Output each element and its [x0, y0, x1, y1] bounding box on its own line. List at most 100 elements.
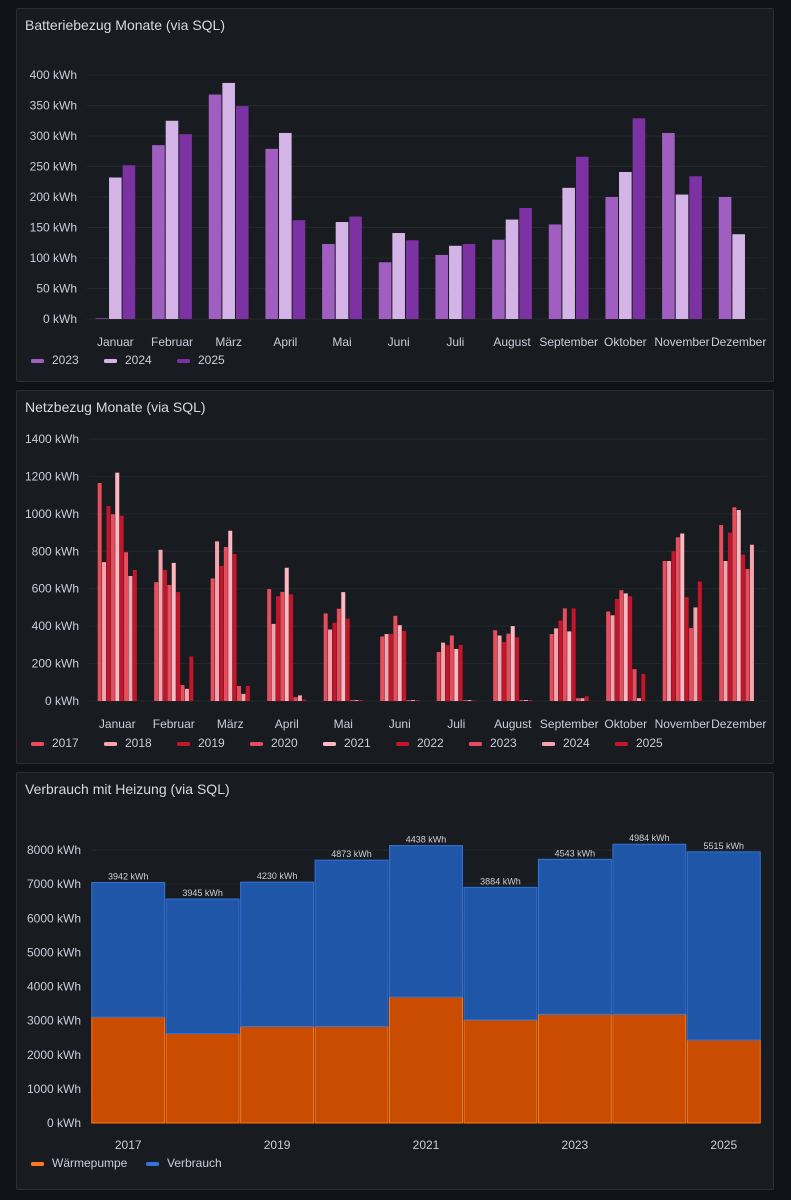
- x-tick-label: Februar: [153, 717, 195, 731]
- bar-2022: [741, 554, 746, 701]
- bar-2024: [580, 698, 585, 701]
- legend-swatch: [469, 742, 482, 746]
- bar-2017: [323, 613, 328, 701]
- bar-2021: [736, 510, 741, 701]
- bar-2024: [222, 82, 235, 320]
- bar-2024: [619, 171, 632, 319]
- bar-2020: [562, 608, 567, 701]
- bar-2024: [165, 120, 179, 319]
- legend-label: 2024: [563, 736, 590, 750]
- bar-2023: [718, 197, 732, 319]
- y-tick-label: 8000 kWh: [27, 843, 81, 857]
- y-tick-label: 5000 kWh: [27, 945, 81, 959]
- bar-2023: [576, 698, 581, 701]
- bar-2024: [279, 132, 292, 319]
- x-tick-label: November: [654, 335, 709, 349]
- x-tick-label: März: [215, 335, 242, 349]
- bar-2020: [167, 584, 172, 701]
- bar-2024: [241, 693, 246, 701]
- panel-verbrauch-heizung: Verbrauch mit Heizung (via SQL) 0 kWh 100…: [16, 772, 774, 1190]
- bar-2018: [271, 623, 276, 701]
- bar-Verbrauch: [165, 898, 240, 1035]
- bar-2025: [462, 243, 476, 319]
- bar-2021: [228, 530, 233, 701]
- bar-2022: [402, 630, 407, 701]
- legend-label: 2021: [344, 736, 371, 750]
- bar-2018: [102, 562, 107, 701]
- legend-label: 2018: [125, 736, 152, 750]
- bar-2022: [515, 637, 520, 701]
- bar-2024: [523, 700, 528, 701]
- legend-label: 2023: [52, 353, 79, 367]
- bar-2022: [232, 554, 237, 701]
- bar-2017: [380, 636, 385, 701]
- bar-2017: [719, 525, 724, 701]
- value-label: 5515 kWh: [704, 841, 745, 851]
- legend-label: 2020: [271, 736, 298, 750]
- x-tick-label: April: [275, 717, 299, 731]
- bar-2024: [184, 688, 189, 701]
- bar-2022: [458, 644, 463, 701]
- bar-2020: [393, 615, 398, 701]
- bar-2025: [471, 700, 476, 701]
- legend-swatch: [542, 742, 555, 746]
- bar-2020: [280, 591, 285, 701]
- bar-2021: [284, 567, 289, 701]
- bar-2021: [510, 626, 515, 701]
- bar-2019: [388, 634, 393, 701]
- bar-2020: [732, 507, 737, 701]
- bar-2024: [410, 700, 415, 701]
- bar-2018: [215, 541, 220, 701]
- bar-2023: [265, 148, 279, 319]
- bar-2018: [723, 561, 728, 701]
- bar-2019: [275, 596, 280, 701]
- y-tick-label: 1400 kWh: [25, 432, 79, 446]
- bar-Verbrauch: [686, 851, 761, 1041]
- legend-swatch: [615, 742, 628, 746]
- bar-2024: [636, 698, 641, 701]
- x-tick-label: August: [494, 717, 532, 731]
- x-tick-label: August: [493, 335, 531, 349]
- bar-2023: [293, 697, 298, 701]
- x-tick-label: Februar: [151, 335, 193, 349]
- y-tick-label: 0 kWh: [47, 1116, 81, 1130]
- bar-2023: [548, 224, 562, 319]
- y-tick-label: 800 kWh: [32, 544, 79, 558]
- x-tick-label: April: [273, 335, 297, 349]
- bar-2025: [415, 700, 420, 701]
- y-tick-label: 350 kWh: [30, 99, 77, 113]
- bar-2020: [223, 546, 228, 701]
- value-label: 4230 kWh: [257, 871, 298, 881]
- bar-2018: [384, 634, 389, 701]
- y-tick-label: 3000 kWh: [27, 1014, 81, 1028]
- bar-2025: [179, 134, 192, 319]
- x-tick-label: Juli: [447, 717, 465, 731]
- legend-label: Wärmepumpe: [52, 1156, 128, 1170]
- y-tick-label: 200 kWh: [32, 657, 79, 671]
- y-tick-label: 300 kWh: [30, 129, 77, 143]
- bar-2023: [208, 94, 222, 320]
- bar-Wärmepumpe: [91, 1016, 166, 1124]
- bar-2021: [623, 593, 628, 701]
- bar-2025: [641, 673, 646, 701]
- bar-2022: [119, 515, 124, 701]
- x-tick-label: 2017: [115, 1138, 142, 1152]
- panel-title: Verbrauch mit Heizung (via SQL): [25, 781, 230, 797]
- bar-2023: [745, 569, 750, 701]
- bar-Wärmepumpe: [612, 1013, 687, 1124]
- bar-2023: [322, 243, 335, 319]
- bar-2017: [154, 582, 159, 701]
- bar-2023: [435, 254, 449, 319]
- bar-2022: [684, 597, 689, 701]
- bar-2019: [219, 565, 224, 701]
- chart-batteriebezug: 0 kWh 50 kWh 100 kWh 150 kWh 200 kWh 250 kWh 3…: [30, 68, 767, 367]
- bar-2024: [562, 187, 575, 319]
- bar-2018: [441, 642, 446, 701]
- y-tick-label: 1000 kWh: [25, 507, 79, 521]
- bar-2024: [335, 222, 349, 319]
- bar-2025: [584, 696, 589, 701]
- x-tick-label: März: [217, 717, 244, 731]
- x-tick-label: Juli: [446, 335, 464, 349]
- bar-2017: [606, 611, 611, 701]
- bar-Wärmepumpe: [165, 1033, 240, 1124]
